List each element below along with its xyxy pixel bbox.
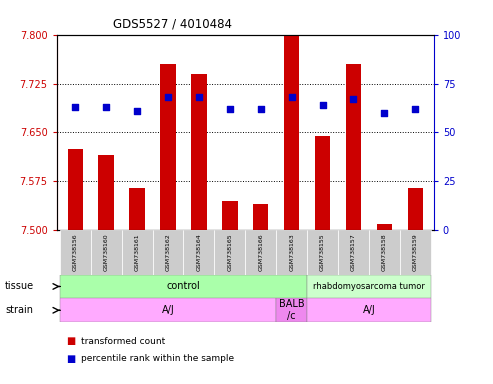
Bar bbox=[222, 201, 238, 230]
Text: GSM738156: GSM738156 bbox=[73, 234, 78, 271]
Text: BALB
/c: BALB /c bbox=[279, 300, 305, 321]
Point bbox=[318, 102, 326, 108]
Text: GSM738158: GSM738158 bbox=[382, 234, 387, 271]
Text: GSM738155: GSM738155 bbox=[320, 234, 325, 271]
Bar bbox=[400, 230, 431, 275]
Text: transformed count: transformed count bbox=[81, 337, 166, 346]
Text: ■: ■ bbox=[67, 354, 76, 364]
Text: tissue: tissue bbox=[5, 281, 34, 291]
Bar bbox=[60, 230, 91, 275]
Text: GSM738163: GSM738163 bbox=[289, 233, 294, 271]
Bar bbox=[408, 188, 423, 230]
Bar bbox=[60, 298, 276, 322]
Text: control: control bbox=[167, 281, 200, 291]
Point bbox=[71, 104, 79, 110]
Point bbox=[381, 110, 388, 116]
Bar bbox=[99, 155, 114, 230]
Bar bbox=[307, 230, 338, 275]
Bar bbox=[369, 230, 400, 275]
Point bbox=[288, 94, 296, 100]
Point bbox=[411, 106, 419, 112]
Point bbox=[350, 96, 357, 102]
Text: GSM738159: GSM738159 bbox=[413, 233, 418, 271]
Text: GDS5527 / 4010484: GDS5527 / 4010484 bbox=[113, 17, 232, 30]
Text: GSM738157: GSM738157 bbox=[351, 233, 356, 271]
Text: rhabdomyosarcoma tumor: rhabdomyosarcoma tumor bbox=[313, 282, 425, 291]
Bar bbox=[338, 230, 369, 275]
Text: strain: strain bbox=[5, 305, 33, 315]
Text: A/J: A/J bbox=[362, 305, 375, 315]
Bar bbox=[307, 298, 431, 322]
Point bbox=[195, 94, 203, 100]
Point bbox=[164, 94, 172, 100]
Text: GSM738164: GSM738164 bbox=[196, 233, 202, 271]
Bar bbox=[183, 230, 214, 275]
Bar bbox=[122, 230, 152, 275]
Text: GSM738162: GSM738162 bbox=[166, 233, 171, 271]
Bar bbox=[68, 149, 83, 230]
Bar bbox=[276, 298, 307, 322]
Bar bbox=[60, 275, 307, 298]
Text: GSM738160: GSM738160 bbox=[104, 234, 108, 271]
Bar bbox=[377, 224, 392, 230]
Point bbox=[102, 104, 110, 110]
Point bbox=[226, 106, 234, 112]
Bar bbox=[152, 230, 183, 275]
Point bbox=[133, 108, 141, 114]
Bar bbox=[307, 275, 431, 298]
Text: A/J: A/J bbox=[162, 305, 175, 315]
Bar bbox=[245, 230, 276, 275]
Point bbox=[257, 106, 265, 112]
Text: GSM738165: GSM738165 bbox=[227, 234, 232, 271]
Bar bbox=[160, 64, 176, 230]
Bar bbox=[276, 230, 307, 275]
Bar bbox=[214, 230, 245, 275]
Text: ■: ■ bbox=[67, 336, 76, 346]
Bar bbox=[253, 204, 269, 230]
Bar bbox=[315, 136, 330, 230]
Bar bbox=[284, 35, 299, 230]
Bar bbox=[91, 230, 122, 275]
Text: percentile rank within the sample: percentile rank within the sample bbox=[81, 354, 235, 363]
Text: GSM738166: GSM738166 bbox=[258, 234, 263, 271]
Bar bbox=[346, 64, 361, 230]
Bar bbox=[191, 74, 207, 230]
Bar bbox=[129, 188, 145, 230]
Text: GSM738161: GSM738161 bbox=[135, 234, 140, 271]
